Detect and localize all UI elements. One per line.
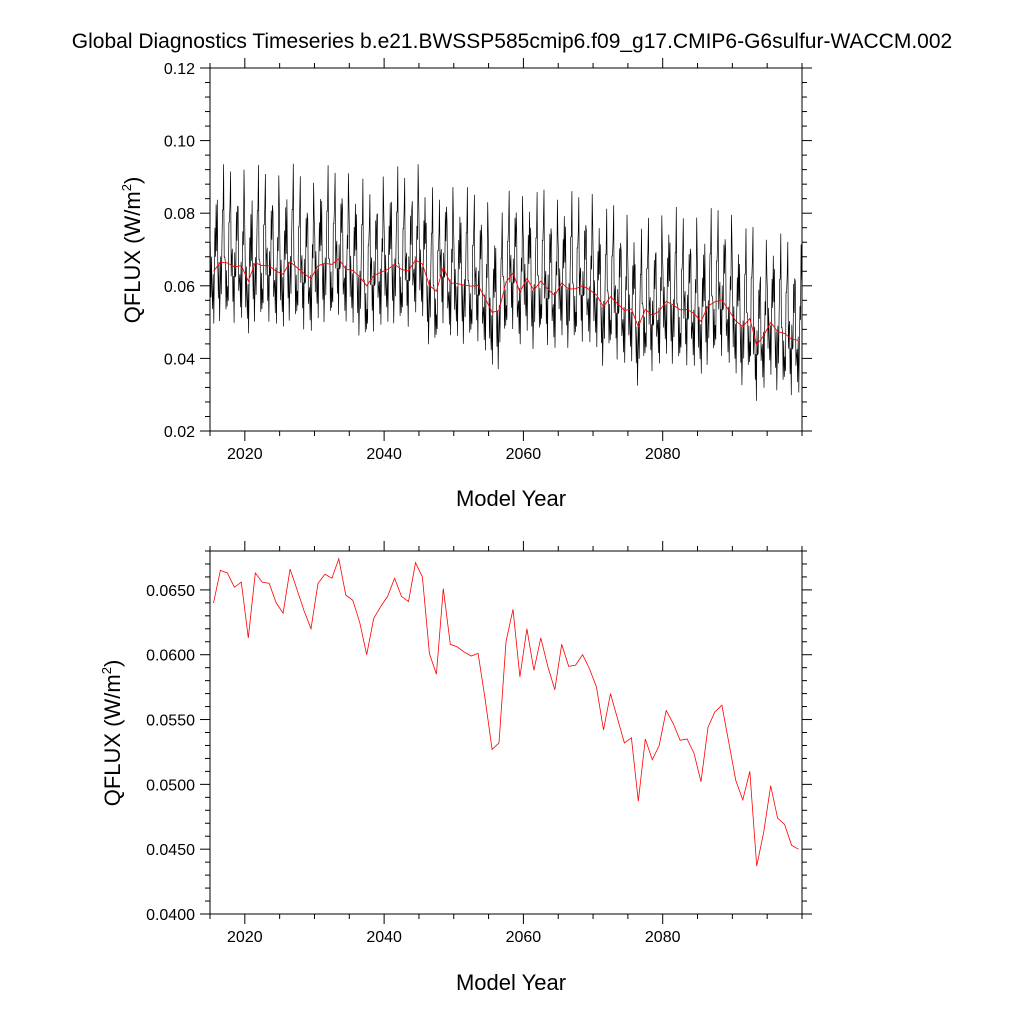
top-y-axis-title-sup: 2: [119, 184, 134, 191]
top-y-tick-label-0.12: 0.12: [164, 61, 195, 78]
top-annual-series-line: [213, 258, 799, 347]
bottom-series-group: [213, 557, 799, 867]
top-y-tick-label-0.08: 0.08: [164, 206, 195, 223]
bottom-y-tick-label-0.0500: 0.0500: [146, 777, 195, 794]
bottom-y-tick-label-0.0450: 0.0450: [146, 842, 195, 859]
bottom-y-tick-label-0.0650: 0.0650: [146, 583, 195, 600]
bottom-plot-frame: [209, 550, 803, 915]
top-series-group: [209, 163, 803, 401]
top-monthly-series-line: [209, 163, 803, 401]
bottom-panel: 2020 2040 2060 2080 0.0400 0.0450 0.0500 0.0550…: [99, 541, 812, 995]
bottom-y-tick-label-0.0400: 0.0400: [146, 907, 195, 924]
top-x-tick-label-2080: 2080: [645, 446, 681, 463]
top-y-tick-label-0.10: 0.10: [164, 134, 195, 151]
top-y-tick-label-0.04: 0.04: [164, 351, 195, 368]
top-y-tick-label-0.02: 0.02: [164, 424, 195, 441]
top-x-axis-title: Model Year: [456, 486, 566, 511]
bottom-y-axis-title-close: ): [100, 660, 125, 667]
bottom-minor-ticks: [205, 546, 807, 919]
bottom-y-tick-label-0.0550: 0.0550: [146, 713, 195, 730]
bottom-y-axis-title-sup: 2: [99, 667, 114, 674]
top-y-axis-title: QFLUX (W/m2): [119, 177, 145, 324]
bottom-y-tick-label-0.0600: 0.0600: [146, 648, 195, 665]
bottom-x-tick-label-2060: 2060: [506, 929, 542, 946]
bottom-x-tick-label-2040: 2040: [366, 929, 402, 946]
top-x-tick-label-2060: 2060: [506, 446, 542, 463]
bottom-x-tick-label-2020: 2020: [227, 929, 263, 946]
top-y-axis-title-close: ): [120, 177, 145, 184]
top-plot-frame: [209, 67, 803, 432]
top-y-axis-title-main: QFLUX (W/m: [120, 191, 145, 323]
bottom-y-axis-title: QFLUX (W/m2): [99, 660, 125, 807]
page-title: Global Diagnostics Timeseries b.e21.BWSS…: [71, 30, 953, 53]
top-x-tick-label-2020: 2020: [227, 446, 263, 463]
bottom-y-axis-title-main: QFLUX (W/m: [100, 674, 125, 806]
top-panel: 2020 2040 2060 2080 0.02 0.04 0.06 0.08 0.10 0.12…: [119, 58, 812, 511]
top-major-ticks: 2020 2040 2060 2080 0.02 0.04 0.06 0.08 0.10 0.12: [164, 58, 812, 463]
top-minor-ticks: [205, 63, 807, 436]
bottom-x-axis-title: Model Year: [456, 970, 566, 995]
top-x-tick-label-2040: 2040: [366, 446, 402, 463]
bottom-x-tick-label-2080: 2080: [645, 929, 681, 946]
bottom-annual-series-line: [213, 557, 799, 867]
top-y-tick-label-0.06: 0.06: [164, 279, 195, 296]
bottom-major-ticks: 2020 2040 2060 2080 0.0400 0.0450 0.0500 0.0550…: [146, 541, 812, 946]
